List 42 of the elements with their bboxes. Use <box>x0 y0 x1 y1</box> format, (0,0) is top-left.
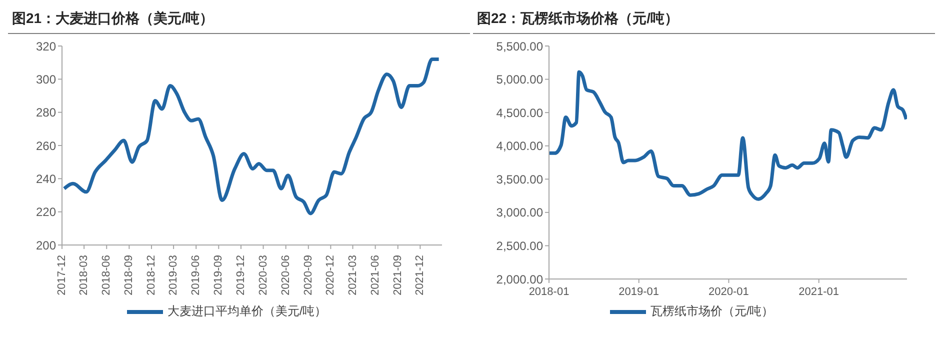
y-tick-label: 4,500.00 <box>496 106 544 120</box>
y-tick-label: 3,000.00 <box>496 206 544 220</box>
x-tick-label: 2020-06 <box>280 255 292 296</box>
y-tick-label: 200 <box>36 238 56 252</box>
y-tick-label: 260 <box>36 138 56 153</box>
x-tick-label: 2019-01 <box>618 286 660 298</box>
y-tick-label: 5,500.00 <box>496 39 544 54</box>
y-tick-label: 280 <box>36 106 56 120</box>
y-tick-label: 5,000.00 <box>496 72 544 87</box>
x-tick-label: 2018-06 <box>100 255 113 296</box>
y-tick-label: 2,500.00 <box>496 238 544 253</box>
x-tick-label: 2018-03 <box>78 255 90 296</box>
x-tick-label: 2021-12 <box>414 255 426 296</box>
y-tick-label: 320 <box>36 39 56 54</box>
x-tick-label: 2021-06 <box>369 255 382 296</box>
x-tick-label: 2019-03 <box>168 255 180 296</box>
x-tick-label: 2018-12 <box>145 255 158 296</box>
x-tick-label: 2019-09 <box>212 255 225 296</box>
x-tick-label: 2021-09 <box>392 255 404 296</box>
y-tick-label: 3,500.00 <box>496 172 544 186</box>
y-tick-label: 2,000.00 <box>496 272 544 286</box>
y-tick-label: 240 <box>36 172 56 186</box>
chart-title: 图21：大麦进口价格（美元/吨） <box>8 8 470 34</box>
x-tick-label: 2020-03 <box>257 255 270 296</box>
x-tick-label: 2021-01 <box>798 286 840 298</box>
x-tick-label: 2021-03 <box>346 255 359 296</box>
x-tick-label: 2020-09 <box>302 255 314 296</box>
x-tick-label: 2017-12 <box>56 255 68 296</box>
line-series <box>62 58 441 216</box>
x-tick-label: 2019-12 <box>234 255 247 296</box>
legend-label: 大麦进口平均单价（美元/吨） <box>167 303 327 320</box>
x-tick-label: 2020-12 <box>324 255 337 296</box>
chart-title: 图22：瓦楞纸市场价格（元/吨） <box>473 8 935 34</box>
legend-label: 瓦楞纸市场价（元/吨） <box>650 303 774 320</box>
y-tick-label: 300 <box>36 72 56 86</box>
y-tick-label: 220 <box>36 205 56 220</box>
x-tick-label: 2018-01 <box>528 286 570 298</box>
y-tick-label: 4,000.00 <box>496 139 544 154</box>
x-tick-label: 2018-09 <box>123 255 136 296</box>
x-tick-label: 2019-06 <box>190 255 202 296</box>
x-tick-label: 2020-01 <box>708 286 749 298</box>
line-series <box>549 70 907 201</box>
